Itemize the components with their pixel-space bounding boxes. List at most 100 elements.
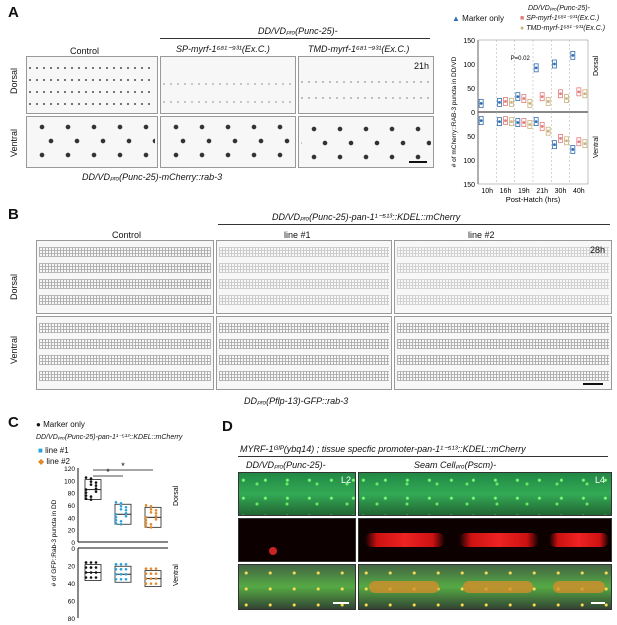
point-ventral — [559, 137, 562, 140]
box-dorsal — [533, 63, 539, 73]
point-ventral — [84, 566, 88, 569]
point-ventral — [144, 582, 148, 585]
panel-d-stage1: L2 — [340, 475, 351, 485]
panel-c-legend-line1: ■ line #1 — [38, 446, 69, 455]
panel-b-image-line1-dorsal — [216, 240, 392, 314]
triangle-icon: ▲ — [452, 14, 460, 23]
point-dorsal — [498, 101, 501, 104]
box-ventral — [570, 145, 576, 154]
p-value-label: P=0.02 — [511, 56, 531, 62]
point-ventral — [114, 567, 118, 571]
panel-d-image-seam-red — [358, 518, 612, 562]
point-ventral — [577, 140, 581, 144]
point-ventral — [84, 561, 88, 564]
filled-circle-icon: ● — [36, 420, 41, 429]
box-ventral — [503, 116, 508, 126]
side-label-dorsal: Dorsal — [173, 485, 180, 506]
panel-b-timepoint: 28h — [589, 245, 605, 255]
legend-c-line2-label: line #2 — [46, 457, 70, 466]
box-dorsal — [497, 98, 502, 107]
box-ventral — [564, 136, 569, 146]
y-axis-label: # of GFP::Rab-3 puncta in DD — [51, 499, 58, 586]
point-dorsal — [553, 62, 556, 66]
point-dorsal — [559, 92, 562, 96]
point-ventral — [144, 577, 148, 580]
point-ventral — [540, 125, 544, 128]
point-dorsal — [583, 92, 587, 96]
y-tick-label: 40 — [68, 515, 76, 522]
point-dorsal — [94, 481, 98, 484]
panel-a-scale-bar — [409, 161, 427, 163]
panel-b-image-control-dorsal — [36, 240, 214, 314]
point-ventral — [124, 562, 128, 566]
point-dorsal — [154, 515, 158, 518]
point-dorsal — [528, 101, 532, 105]
point-dorsal — [119, 522, 123, 526]
point-dorsal — [84, 488, 88, 491]
y-tick-label: 100 — [64, 478, 75, 485]
y-tick-label: 0 — [71, 546, 75, 553]
x-tick-label: 16h — [500, 188, 512, 195]
panel-b-row-ventral: Ventral — [9, 335, 19, 365]
panel-b-image-line2-dorsal: 28h — [394, 240, 612, 314]
box-ventral — [545, 126, 551, 136]
box-dorsal — [564, 94, 569, 103]
x-tick-label: 19h — [518, 188, 530, 195]
legend-c-marker-label: Marker only — [43, 420, 85, 429]
x-tick-label: 40h — [573, 188, 585, 195]
point-dorsal — [84, 494, 88, 497]
point-dorsal — [119, 504, 123, 508]
panel-a-image-sp-dorsal — [160, 56, 296, 114]
point-ventral — [94, 571, 98, 574]
legend-c-line1-label: line #1 — [45, 446, 69, 455]
point-ventral — [144, 572, 148, 575]
point-ventral — [149, 582, 153, 585]
panel-b-scale-bar — [583, 383, 603, 385]
panel-b-header: DD/VDₚᵣₒ(Punc-25)-pan-1¹⁻⁵¹³::KDEL::mChe… — [272, 212, 461, 222]
panel-a-row-dorsal: Dorsal — [9, 68, 19, 95]
box-dorsal — [509, 98, 514, 107]
y-axis-label: # of mCherry::RAB-3 puncta in DD/VD — [451, 56, 458, 167]
point-ventral — [89, 576, 93, 579]
panel-a-image-control-dorsal — [26, 56, 158, 114]
panel-d-image-dd-red — [238, 518, 356, 562]
point-ventral — [84, 576, 88, 579]
point-ventral — [154, 572, 158, 575]
panel-letter-a: A — [8, 4, 19, 21]
box-ventral — [527, 120, 533, 129]
point-dorsal — [540, 95, 544, 99]
box-ventral — [533, 117, 539, 126]
y-tick-label: 20 — [68, 564, 76, 571]
sig-star: * — [106, 467, 110, 477]
box-dorsal — [515, 92, 521, 102]
panel-a-col-control: Control — [70, 46, 100, 56]
point-ventral — [94, 561, 98, 564]
panel-b-image-line2-ventral — [394, 316, 612, 390]
red-punctum — [269, 547, 277, 555]
panel-a-image-tmd-dorsal: 21h — [298, 56, 434, 114]
panel-d-stage2: L4 — [594, 475, 605, 485]
point-dorsal — [124, 505, 128, 509]
point-dorsal — [119, 519, 123, 523]
sig-star: * — [121, 462, 125, 471]
box-ventral — [497, 117, 502, 126]
x-axis-label: Post-Hatch (hrs) — [506, 195, 561, 204]
point-ventral — [89, 571, 93, 574]
side-label-dorsal: Dorsal — [593, 55, 600, 76]
box-dorsal — [576, 87, 582, 97]
box-dorsal — [558, 89, 563, 99]
point-dorsal — [94, 484, 98, 487]
point-dorsal — [114, 515, 118, 519]
panel-a-chart: 150 100 50 0 50 100 150 10h 16h 19h 21h 30h 40h Post-… — [451, 38, 600, 204]
panel-d-col1: DD/VDₚᵣₒ(Punc-25)- — [246, 460, 326, 470]
point-dorsal — [89, 477, 93, 480]
box-dorsal — [521, 94, 527, 103]
point-dorsal — [577, 90, 581, 94]
panel-b-header-rule — [218, 224, 610, 225]
point-dorsal — [149, 505, 153, 508]
panel-a-image-control-ventral — [26, 116, 158, 168]
box-ventral — [521, 118, 527, 127]
box-dorsal — [570, 50, 576, 60]
panel-c-legend-line2: ◆ line #2 — [38, 457, 70, 466]
point-dorsal — [119, 507, 123, 511]
